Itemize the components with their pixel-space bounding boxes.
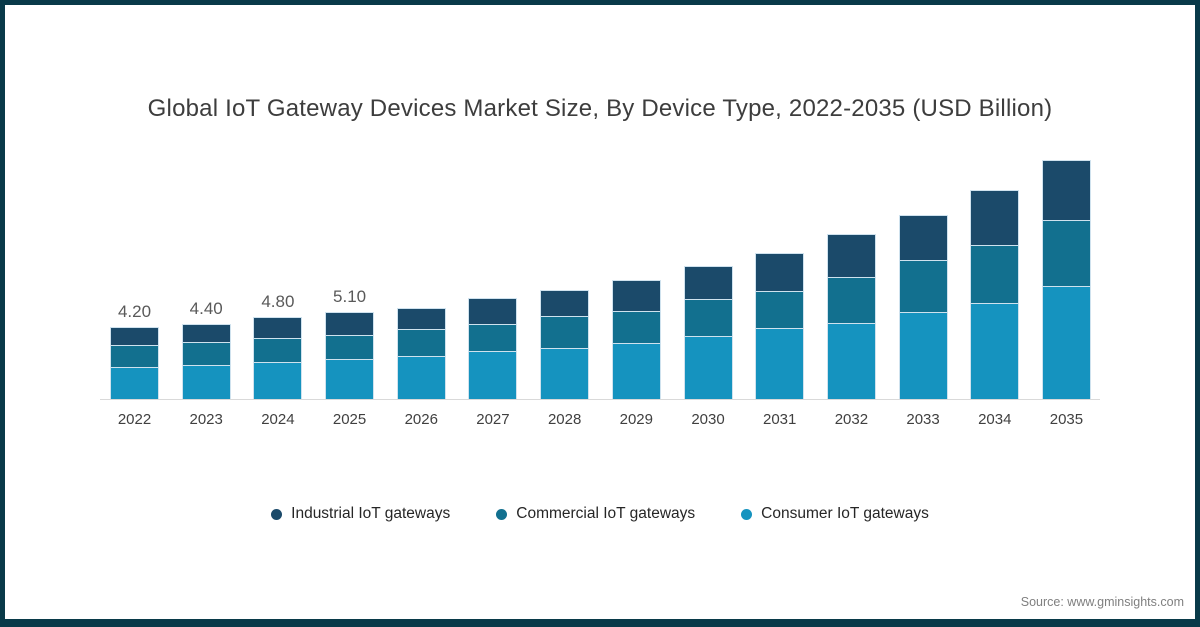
x-tick-label: 2031: [763, 411, 797, 428]
bar-segment: [541, 348, 589, 399]
bar-segment: [971, 191, 1019, 246]
bar-segment: [756, 328, 804, 399]
bar-segment: [469, 324, 517, 352]
bar-segment: [827, 235, 875, 278]
bar-total-label: 4.20: [117, 302, 152, 321]
bar-2032: [827, 235, 875, 399]
bar-2030: [684, 267, 732, 399]
legend-dot-icon: [271, 508, 283, 520]
bar-2023: 4.40: [182, 299, 230, 399]
bar-2028: [541, 291, 589, 399]
bar-2033: [899, 216, 947, 399]
legend-dot-icon: [741, 508, 753, 520]
x-tick-label: 2035: [1049, 411, 1084, 428]
x-tick-label: 2029: [619, 411, 653, 428]
legend-label: Industrial IoT gateways: [291, 505, 451, 522]
bar-segment: [326, 334, 374, 359]
bar-segment: [541, 291, 589, 317]
bar-segment: [469, 299, 517, 325]
bar-segment: [827, 277, 875, 323]
x-tick-label: 2034: [978, 411, 1012, 428]
x-tick-label: 2033: [906, 411, 940, 428]
bar-2029: [612, 281, 660, 399]
bar-segment: [397, 356, 445, 399]
legend: Industrial IoT gateways Commercial IoT ga…: [0, 505, 1200, 523]
x-axis-labels: 2022 2023 2024 2025 2026 2027 2028 2029 2030 2031…: [111, 411, 1090, 428]
x-tick-label: 2022: [117, 411, 152, 428]
bar-segment: [397, 309, 445, 330]
bar-segment: [899, 216, 947, 260]
bar-total-label: 4.80: [261, 292, 295, 311]
bar-segment: [254, 338, 302, 362]
chart-title: Global IoT Gateway Devices Market Size, …: [147, 95, 1053, 122]
legend-dot-icon: [496, 508, 508, 520]
bar-segment: [1042, 285, 1090, 399]
bar-total-label: 4.40: [189, 299, 223, 318]
bar-segment: [1042, 161, 1090, 221]
x-tick-label: 2023: [189, 411, 223, 428]
legend-item: Industrial IoT gateways: [271, 505, 450, 523]
bar-segment: [684, 267, 732, 300]
bar-segment: [111, 328, 158, 345]
bar-segment: [182, 325, 230, 342]
x-tick-label: 2030: [691, 411, 725, 428]
x-tick-label: 2032: [834, 411, 869, 428]
legend-item: Consumer IoT gateways: [741, 505, 929, 523]
bar-segment: [756, 291, 804, 329]
bar-2022: 4.20: [111, 302, 158, 399]
bar-segment: [326, 313, 374, 335]
bar-segment: [182, 341, 230, 366]
bar-total-label: 5.10: [333, 287, 367, 306]
bar-segment: [899, 312, 947, 399]
bar-segment: [111, 366, 158, 399]
bar-segment: [971, 302, 1019, 399]
bar-segment: [182, 365, 230, 399]
bar-2034: [971, 191, 1019, 399]
plot-area: 4.20 4.40 4.80 5.10: [111, 161, 1090, 399]
bar-segment: [326, 358, 374, 399]
legend-label: Commercial IoT gateways: [516, 505, 696, 522]
x-tick-label: 2028: [547, 411, 582, 428]
x-axis-line: [100, 399, 1100, 400]
bar-segment: [541, 316, 589, 349]
bar-segment: [684, 336, 732, 399]
bar-segment: [756, 254, 804, 292]
bar-segment: [469, 351, 517, 399]
bar-segment: [397, 329, 445, 357]
source-attribution: Source: www.gminsights.com: [1020, 595, 1184, 609]
bar-2027: [469, 299, 517, 399]
x-tick-label: 2025: [332, 411, 367, 428]
bar-segment: [971, 245, 1019, 303]
bar-segment: [684, 299, 732, 337]
bar-segment: [899, 259, 947, 313]
bar-2024: 4.80: [254, 292, 302, 399]
bar-2031: [756, 254, 804, 399]
bar-2025: 5.10: [326, 287, 374, 399]
bar-segment: [612, 281, 660, 312]
legend-label: Consumer IoT gateways: [761, 505, 929, 522]
x-tick-label: 2026: [404, 411, 438, 428]
bar-segment: [827, 322, 875, 399]
bar-segment: [1042, 220, 1090, 286]
x-tick-label: 2027: [476, 411, 510, 428]
bar-segment: [254, 361, 302, 399]
bar-segment: [612, 311, 660, 344]
bar-2035: [1042, 161, 1090, 399]
bar-2026: [397, 309, 445, 399]
x-tick-label: 2024: [261, 411, 295, 428]
bar-segment: [111, 344, 158, 367]
legend-item: Commercial IoT gateways: [496, 505, 695, 523]
bar-segment: [254, 318, 302, 339]
bar-segment: [612, 343, 660, 399]
